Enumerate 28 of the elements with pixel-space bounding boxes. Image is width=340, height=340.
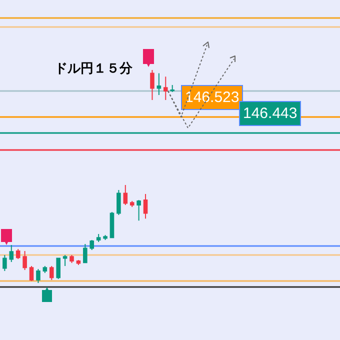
candlestick bbox=[103, 234, 108, 240]
candlestick bbox=[110, 212, 114, 238]
candlestick bbox=[42, 266, 48, 274]
candlestick bbox=[130, 200, 134, 208]
candlestick bbox=[29, 266, 34, 282]
candlestick bbox=[170, 84, 174, 92]
candlestick bbox=[96, 234, 101, 242]
candlestick bbox=[56, 258, 60, 280]
ref-line-label: 146.523 bbox=[185, 89, 240, 106]
candlestick bbox=[83, 244, 88, 264]
candlestick bbox=[16, 248, 20, 260]
candlestick bbox=[123, 184, 128, 206]
candlestick bbox=[156, 72, 162, 96]
candlestick bbox=[164, 76, 168, 100]
candlestick bbox=[70, 254, 74, 264]
candlestick bbox=[2, 254, 7, 272]
candlestick bbox=[116, 190, 121, 216]
candlestick bbox=[36, 268, 40, 284]
candlestick bbox=[90, 240, 94, 250]
candlestick bbox=[49, 266, 54, 280]
candlestick bbox=[62, 254, 68, 266]
text: ドル円１５分 bbox=[54, 62, 134, 77]
candlestick bbox=[143, 194, 148, 220]
candlestick bbox=[22, 250, 27, 270]
candlestick bbox=[9, 244, 14, 262]
candlestick bbox=[136, 200, 141, 222]
candlestick bbox=[150, 70, 154, 100]
ref-line-label: 146.443 bbox=[243, 105, 298, 122]
